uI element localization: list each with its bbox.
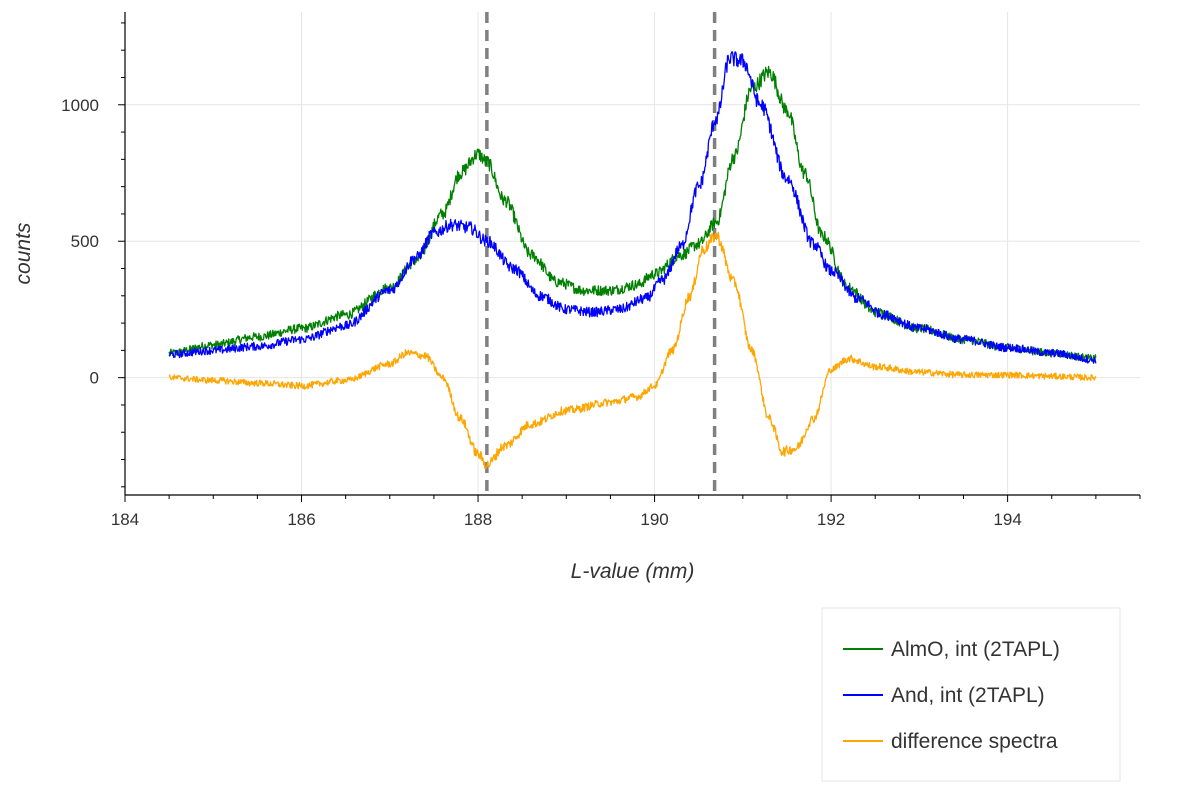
y-axis-title: counts	[12, 222, 35, 284]
x-tick-label: 192	[817, 510, 845, 529]
legend-label-and: And, int (2TAPL)	[891, 684, 1045, 707]
x-tick-label: 184	[111, 510, 139, 529]
x-axis-title: L-value (mm)	[571, 560, 695, 583]
legend-label-difference: difference spectra	[891, 730, 1058, 753]
series-line-1	[168, 51, 1097, 364]
y-tick-label: 0	[90, 369, 99, 388]
y-tick-label: 500	[71, 232, 99, 251]
axes: 184 186 188 190 192 194 0 500 1000	[61, 12, 1141, 529]
legend: AlmO, int (2TAPL) And, int (2TAPL) diffe…	[821, 607, 1121, 782]
x-tick-label: 190	[640, 510, 668, 529]
x-tick-label: 188	[464, 510, 492, 529]
reference-lines	[485, 12, 717, 495]
x-tick-label: 186	[287, 510, 315, 529]
grid	[124, 12, 1140, 495]
legend-label-almo: AlmO, int (2TAPL)	[891, 638, 1060, 661]
series-line-0	[168, 65, 1097, 363]
x-tick-label: 194	[993, 510, 1021, 529]
series-group	[168, 51, 1097, 469]
y-tick-label: 1000	[61, 96, 99, 115]
series-line-2	[168, 231, 1097, 469]
